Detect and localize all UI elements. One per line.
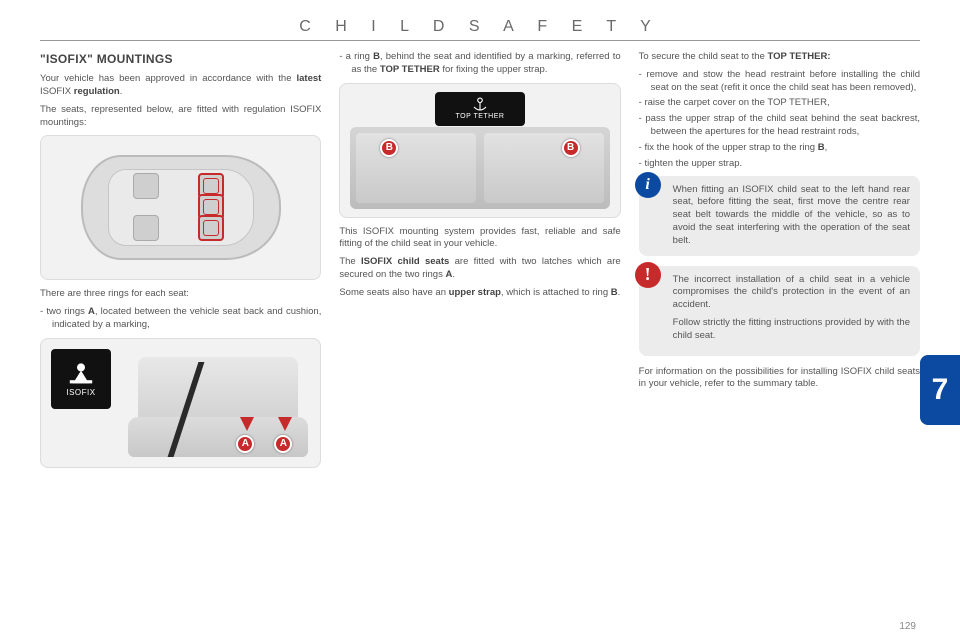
text: a ring <box>346 51 373 62</box>
bullet-list: remove and stow the head restraint befor… <box>639 69 920 171</box>
text: . <box>618 287 621 298</box>
top-tether-label: TOP TETHER <box>456 112 505 121</box>
text: two rings <box>46 306 88 317</box>
text: To secure the child seat to the <box>639 51 768 62</box>
page-header: C H I L D S A F E T Y <box>40 18 920 36</box>
car-outline <box>81 155 281 260</box>
bold: TOP TETHER <box>380 64 440 75</box>
callout-text: When fitting an ISOFIX child seat to the… <box>673 184 910 246</box>
text: Some seats also have an <box>339 287 448 298</box>
anchor-icon <box>465 96 495 112</box>
marker-b: B <box>562 139 580 157</box>
list-item: raise the carpet cover on the TOP TETHER… <box>639 97 920 110</box>
text: , <box>825 142 828 153</box>
isofix-label: ISOFIX <box>66 388 95 399</box>
list-item: a ring B, behind the seat and identified… <box>339 51 620 77</box>
list-item: tighten the upper strap. <box>639 158 920 171</box>
arrow-down-icon <box>240 417 254 431</box>
bold: B <box>611 287 618 298</box>
para: To secure the child seat to the TOP TETH… <box>639 51 920 64</box>
column-left: "ISOFIX" MOUNTINGS Your vehicle has been… <box>40 51 321 476</box>
info-icon: i <box>635 172 661 198</box>
figure-isofix-rings: ISOFIX A A <box>40 338 321 468</box>
bullet-list: two rings A, located between the vehicle… <box>40 306 321 332</box>
para: The seats, represented below, are fitted… <box>40 104 321 130</box>
bold: TOP TETHER: <box>768 51 831 62</box>
seat-front-right <box>133 215 159 241</box>
column-middle: a ring B, behind the seat and identified… <box>339 51 620 476</box>
callout-text: The incorrect installation of a child se… <box>673 274 910 312</box>
column-right: To secure the child seat to the TOP TETH… <box>639 51 920 476</box>
para: Some seats also have an upper strap, whi… <box>339 287 620 300</box>
bold: B <box>818 142 825 153</box>
text: The <box>339 256 361 267</box>
warning-icon: ! <box>635 262 661 288</box>
text: . <box>452 269 455 280</box>
para: There are three rings for each seat: <box>40 288 321 301</box>
bold: upper strap <box>449 287 501 298</box>
chapter-tab: 7 <box>920 355 960 425</box>
bold: ISOFIX child seats <box>361 256 449 267</box>
page-number: 129 <box>899 621 916 632</box>
seat-illustration: A A <box>128 357 308 457</box>
bold: B <box>373 51 380 62</box>
figure-top-tether: TOP TETHER B B <box>339 83 620 218</box>
isofix-badge: ISOFIX <box>51 349 111 409</box>
para: This ISOFIX mounting system provides fas… <box>339 226 620 252</box>
list-item: remove and stow the head restraint befor… <box>639 69 920 95</box>
text: ISOFIX <box>40 86 74 97</box>
para: The ISOFIX child seats are fitted with t… <box>339 256 620 282</box>
text: , which is attached to ring <box>501 287 611 298</box>
bold: regulation <box>74 86 120 97</box>
figure-seat-layout <box>40 135 321 280</box>
bold: latest <box>297 73 322 84</box>
list-item: two rings A, located between the vehicle… <box>40 306 321 332</box>
list-item: pass the upper strap of the child seat b… <box>639 113 920 139</box>
car-cabin <box>108 169 254 246</box>
para: Your vehicle has been approved in accord… <box>40 73 321 99</box>
text: for fixing the upper strap. <box>440 64 548 75</box>
list-item: fix the hook of the upper strap to the r… <box>639 142 920 155</box>
seat-front-left <box>133 173 159 199</box>
bold: A <box>88 306 95 317</box>
callout-text: Follow strictly the fitting instructions… <box>673 317 910 343</box>
info-callout: i When fitting an ISOFIX child seat to t… <box>639 176 920 256</box>
child-seat-icon <box>65 358 97 388</box>
marker-b: B <box>380 139 398 157</box>
bullet-list: a ring B, behind the seat and identified… <box>339 51 620 77</box>
columns: "ISOFIX" MOUNTINGS Your vehicle has been… <box>40 51 920 476</box>
text: . <box>120 86 123 97</box>
warning-callout: ! The incorrect installation of a child … <box>639 266 920 356</box>
top-tether-badge: TOP TETHER <box>435 92 525 126</box>
arrow-down-icon <box>278 417 292 431</box>
para: For information on the possibilities for… <box>639 366 920 392</box>
section-title: "ISOFIX" MOUNTINGS <box>40 51 321 67</box>
text: fix the hook of the upper strap to the r… <box>644 142 817 153</box>
seat-rear-right <box>198 215 224 241</box>
header-rule <box>40 40 920 41</box>
text: Your vehicle has been approved in accord… <box>40 73 297 84</box>
